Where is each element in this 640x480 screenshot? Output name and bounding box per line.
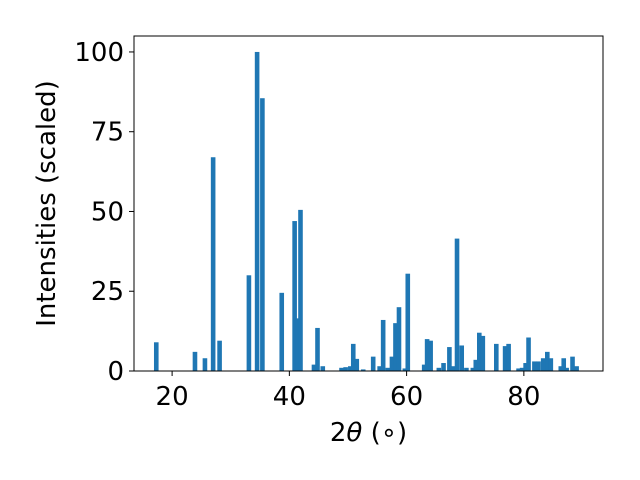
bar: [502, 346, 508, 371]
bar: [506, 343, 511, 371]
bar: [480, 335, 486, 371]
bar: [380, 319, 386, 371]
y-tick-label: 50: [91, 197, 124, 227]
bar: [260, 98, 265, 372]
bar: [574, 366, 579, 371]
y-tick-label: 100: [74, 38, 124, 68]
x-tick-label: 60: [390, 382, 423, 412]
bar: [494, 343, 499, 371]
y-axis-label: Intensities (scaled): [32, 80, 62, 327]
bar: [350, 343, 356, 371]
x-axis-ticks: 20 40 60 80: [156, 371, 540, 412]
bar: [545, 351, 550, 371]
y-tick-label: 25: [91, 277, 124, 307]
bar: [447, 347, 452, 371]
bar: [254, 51, 260, 371]
bars-group: [153, 51, 579, 372]
bar: [370, 356, 376, 371]
bar: [348, 366, 353, 371]
x-tick-label: 80: [507, 382, 540, 412]
y-tick-label: 75: [91, 118, 124, 148]
y-axis-ticks: 0 25 50 75 100: [74, 38, 134, 387]
bar: [320, 366, 326, 371]
bar: [192, 351, 198, 371]
bar: [441, 363, 446, 371]
bar: [454, 238, 460, 371]
bar: [396, 307, 402, 371]
bar: [295, 318, 300, 371]
bar: [464, 367, 469, 371]
y-tick-label: 0: [107, 357, 124, 387]
bar: [279, 292, 285, 371]
bar: [536, 361, 541, 371]
bar: [428, 340, 433, 371]
bar: [385, 367, 391, 371]
bar: [343, 367, 348, 371]
bar: [393, 323, 398, 371]
bar: [470, 367, 476, 371]
bar: [292, 221, 297, 371]
bar: [315, 327, 320, 371]
bar: [523, 363, 528, 371]
bar: [548, 358, 554, 371]
bar: [298, 209, 303, 371]
bar: [339, 367, 344, 371]
bar: [217, 340, 222, 371]
x-tick-label: 20: [156, 382, 189, 412]
bar: [210, 157, 216, 371]
bar: [519, 367, 525, 371]
bar: [389, 356, 395, 371]
bar: [153, 342, 159, 371]
bar: [424, 339, 430, 371]
bar: [202, 358, 208, 371]
bar: [436, 367, 442, 371]
bar: [473, 359, 479, 371]
bar: [516, 368, 521, 371]
bar: [459, 345, 465, 371]
bar: [540, 358, 546, 371]
bar: [451, 366, 456, 371]
bar: [561, 358, 567, 371]
bar: [402, 368, 408, 371]
bar: [532, 361, 537, 371]
bar: [246, 275, 252, 371]
bar: [405, 273, 411, 371]
bar: [421, 364, 427, 371]
bar: [570, 356, 575, 371]
x-tick-label: 40: [273, 382, 306, 412]
plot-frame: [133, 35, 604, 372]
bar: [526, 337, 531, 371]
bar: [558, 366, 564, 371]
bar: [360, 369, 366, 371]
bar: [354, 358, 360, 371]
x-axis-label: 2θ (∘): [330, 418, 407, 448]
bar: [311, 364, 317, 371]
bar: [477, 332, 482, 371]
bar: [564, 367, 569, 371]
bar: [377, 366, 382, 371]
